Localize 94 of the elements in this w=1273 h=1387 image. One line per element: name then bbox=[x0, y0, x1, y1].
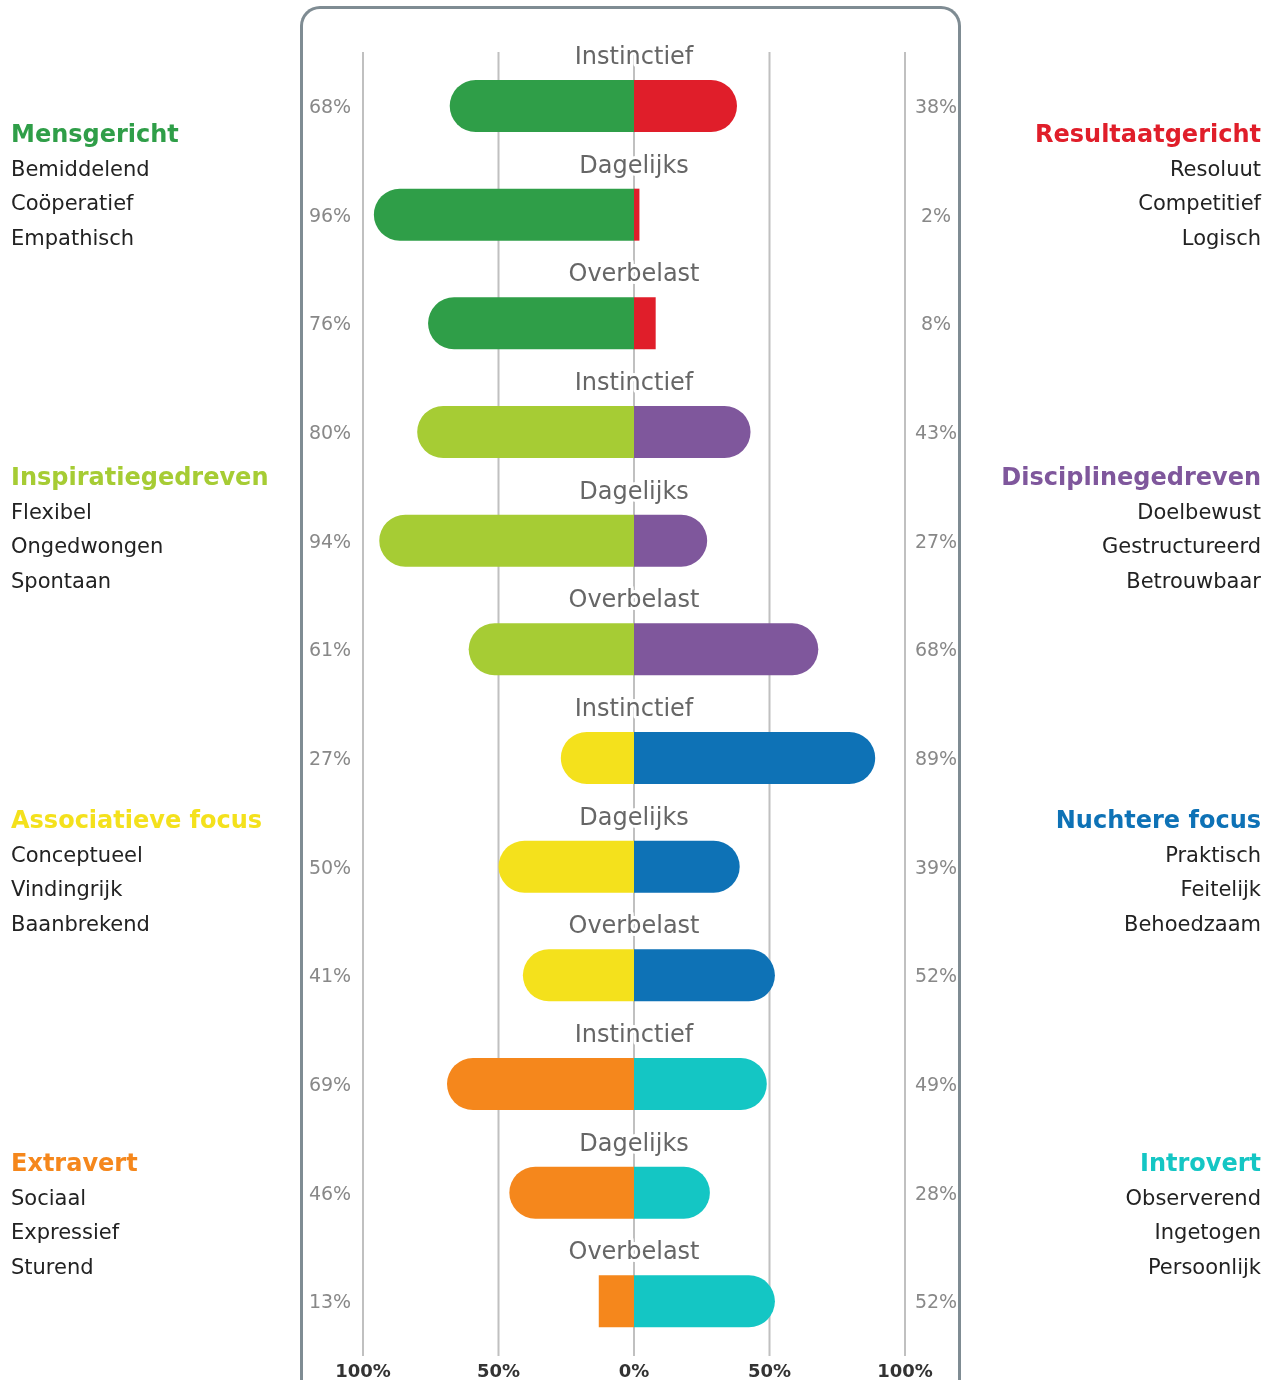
text: Baanbrekend bbox=[11, 910, 150, 938]
x-tick-label: 0% bbox=[618, 1359, 650, 1381]
data-label: 27% bbox=[914, 529, 958, 552]
data-label: 27% bbox=[308, 747, 352, 769]
data-label: 89% bbox=[914, 747, 958, 769]
x-tick-label: 100% bbox=[335, 1359, 391, 1381]
y-tick-label: Overbelast bbox=[568, 259, 700, 288]
bar bbox=[379, 514, 634, 567]
data-label: 41% bbox=[308, 964, 352, 987]
y-tick-label: Instinctief bbox=[574, 42, 694, 70]
data-label: 52% bbox=[914, 964, 958, 987]
text: Vindingrijk bbox=[11, 876, 123, 903]
data-label: 52% bbox=[914, 1290, 958, 1313]
bar bbox=[447, 1058, 634, 1110]
data-label: 69% bbox=[308, 1073, 352, 1095]
x-tick-label: 50% bbox=[747, 1359, 792, 1381]
bar bbox=[468, 623, 634, 676]
y-tick-label: Dagelijks bbox=[579, 150, 689, 179]
bar bbox=[634, 949, 775, 1002]
text: Nuchtere focus bbox=[1055, 805, 1261, 835]
text: Flexibel bbox=[11, 498, 92, 526]
bar bbox=[417, 406, 634, 458]
bar bbox=[509, 1166, 634, 1219]
data-label: 80% bbox=[308, 421, 352, 443]
data-label: 46% bbox=[308, 1181, 352, 1204]
y-tick-label: Dagelijks bbox=[579, 802, 689, 831]
text: Behoedzaam bbox=[1124, 910, 1261, 938]
data-label: 38% bbox=[914, 95, 958, 117]
data-label: 68% bbox=[308, 95, 352, 117]
bar bbox=[522, 949, 634, 1002]
text: Associatieve focus bbox=[11, 805, 263, 835]
text: Resultaatgericht bbox=[1035, 119, 1261, 149]
x-tick-label: 50% bbox=[476, 1359, 521, 1381]
text: Logisch bbox=[1181, 224, 1261, 252]
text: Inspiratiegedreven bbox=[11, 462, 269, 492]
data-label: 28% bbox=[914, 1181, 958, 1204]
bar bbox=[634, 406, 751, 458]
y-tick-label: Instinctief bbox=[574, 694, 694, 722]
data-label: 43% bbox=[914, 421, 958, 443]
text: Ongedwongen bbox=[11, 533, 164, 560]
data-label: 39% bbox=[914, 855, 958, 878]
data-label: 68% bbox=[914, 638, 958, 661]
y-tick-label: Overbelast bbox=[568, 911, 700, 940]
y-tick-label: Instinctief bbox=[574, 368, 694, 396]
text: Disciplinegedreven bbox=[1001, 462, 1261, 492]
text: Sturend bbox=[11, 1253, 94, 1281]
bar bbox=[428, 297, 634, 350]
bar bbox=[634, 188, 640, 241]
text: Sociaal bbox=[11, 1184, 87, 1212]
text: Expressief bbox=[11, 1219, 120, 1246]
text: Bemiddelend bbox=[11, 155, 150, 183]
text: Coöperatief bbox=[11, 190, 134, 217]
text: Ingetogen bbox=[1154, 1219, 1261, 1246]
text: Resoluut bbox=[1169, 155, 1261, 183]
text: Persoonlijk bbox=[1147, 1253, 1261, 1281]
text: Mensgericht bbox=[11, 119, 179, 149]
text: Conceptueel bbox=[11, 841, 143, 869]
text: Competitief bbox=[1138, 190, 1261, 217]
text: Observerend bbox=[1125, 1184, 1261, 1212]
data-label: 13% bbox=[308, 1290, 352, 1313]
data-label: 50% bbox=[308, 855, 352, 878]
bar bbox=[634, 1275, 775, 1328]
data-label: 61% bbox=[308, 638, 352, 661]
bar bbox=[634, 297, 656, 350]
text: Praktisch bbox=[1165, 841, 1261, 869]
text: Betrouwbaar bbox=[1126, 567, 1261, 595]
y-tick-label: Overbelast bbox=[568, 1237, 700, 1266]
bar bbox=[498, 840, 634, 893]
data-label: 94% bbox=[308, 529, 352, 552]
bar bbox=[634, 1058, 767, 1110]
bar bbox=[449, 80, 634, 132]
data-label: 2% bbox=[920, 203, 952, 226]
bar bbox=[373, 188, 634, 241]
text: Extravert bbox=[11, 1148, 138, 1178]
text: Doelbewust bbox=[1137, 498, 1261, 526]
text: Gestructureerd bbox=[1101, 533, 1261, 560]
bar bbox=[634, 623, 819, 676]
data-label: 49% bbox=[914, 1073, 958, 1095]
bar bbox=[634, 840, 740, 893]
bar bbox=[634, 80, 737, 132]
y-tick-label: Overbelast bbox=[568, 585, 700, 614]
text: Empathisch bbox=[11, 224, 135, 252]
text: Spontaan bbox=[11, 567, 112, 595]
data-label: 8% bbox=[920, 312, 952, 335]
text: Feitelijk bbox=[1180, 876, 1261, 903]
bar bbox=[598, 1275, 634, 1328]
data-label: 76% bbox=[308, 312, 352, 335]
text: Introvert bbox=[1139, 1148, 1261, 1178]
y-tick-label: Dagelijks bbox=[579, 1128, 689, 1157]
bar bbox=[634, 732, 876, 784]
x-tick-label: 100% bbox=[877, 1359, 933, 1381]
y-tick-label: Instinctief bbox=[574, 1020, 694, 1048]
data-label: 96% bbox=[308, 203, 352, 226]
y-tick-label: Dagelijks bbox=[579, 476, 689, 505]
